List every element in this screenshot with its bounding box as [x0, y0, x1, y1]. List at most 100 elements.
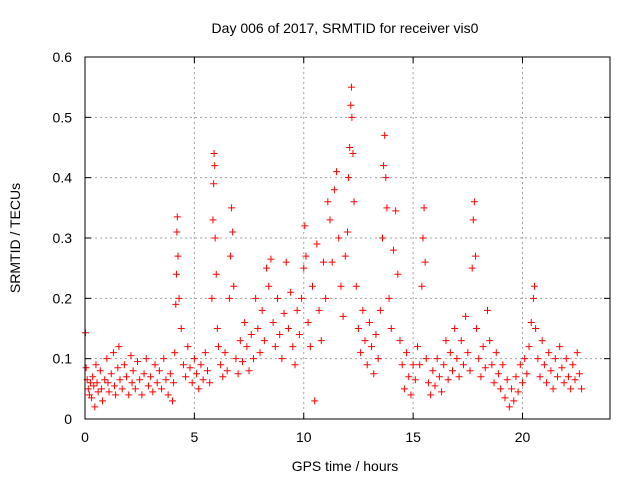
data-point	[488, 361, 496, 369]
x-tick-label: 10	[296, 429, 312, 445]
y-tick-label: 0.6	[53, 49, 73, 65]
data-point	[208, 294, 216, 302]
data-point	[96, 367, 104, 375]
data-point	[170, 379, 178, 387]
data-point	[494, 370, 502, 378]
data-point	[186, 364, 194, 372]
data-point	[241, 318, 249, 326]
data-point	[389, 246, 397, 254]
data-point	[172, 270, 180, 278]
data-point	[212, 270, 220, 278]
data-point	[284, 325, 292, 332]
data-point	[359, 306, 367, 314]
data-point	[116, 376, 124, 384]
data-point	[260, 337, 268, 345]
data-point	[347, 101, 355, 109]
data-point	[349, 150, 357, 158]
data-point	[398, 361, 406, 369]
data-point	[560, 379, 568, 387]
data-point	[347, 83, 355, 91]
data-point	[89, 373, 97, 381]
data-point	[503, 376, 511, 384]
data-point	[197, 361, 205, 369]
data-point	[365, 318, 373, 326]
data-point	[92, 361, 100, 369]
data-point	[429, 367, 437, 375]
data-point	[298, 294, 306, 302]
data-point	[173, 213, 181, 221]
data-point	[173, 228, 181, 236]
x-tick-label: 5	[190, 429, 198, 445]
data-point	[256, 349, 264, 357]
data-point	[153, 379, 161, 387]
data-point	[313, 240, 321, 248]
data-point	[529, 294, 537, 302]
data-point	[234, 370, 242, 378]
data-point	[345, 174, 353, 182]
data-point	[280, 309, 288, 317]
data-point	[512, 373, 520, 381]
data-point	[236, 337, 244, 345]
data-point	[232, 355, 240, 363]
data-point	[575, 370, 583, 378]
data-point	[497, 385, 505, 393]
data-point	[211, 162, 219, 170]
data-point	[379, 234, 386, 242]
data-point	[131, 385, 139, 393]
data-point	[396, 337, 404, 345]
data-point	[409, 361, 417, 369]
x-axis-label: GPS time / hours	[292, 458, 399, 474]
data-point	[357, 349, 365, 357]
data-point	[276, 331, 284, 339]
data-point	[562, 355, 570, 363]
data-point	[103, 355, 111, 363]
data-point	[147, 373, 155, 381]
data-point	[213, 325, 221, 332]
data-point	[514, 388, 522, 396]
data-point	[554, 373, 561, 381]
y-tick-labels: 0 0.1 0.2 0.3 0.4 0.5 0.6	[53, 49, 73, 427]
data-point	[363, 361, 371, 369]
data-point	[193, 370, 201, 378]
data-point	[473, 325, 481, 332]
data-point	[174, 252, 182, 260]
data-point	[169, 397, 176, 405]
data-point	[177, 325, 185, 332]
data-point	[547, 367, 555, 375]
data-point	[184, 343, 192, 351]
data-point	[392, 207, 400, 215]
data-point	[104, 379, 112, 387]
data-point	[274, 294, 281, 302]
data-point	[394, 270, 402, 278]
data-point	[134, 358, 141, 366]
data-point	[211, 234, 219, 242]
data-point	[551, 355, 559, 363]
data-point	[477, 373, 485, 381]
data-point	[217, 361, 225, 369]
data-point	[545, 349, 553, 357]
data-point	[346, 144, 354, 151]
data-point	[317, 337, 325, 345]
data-point	[481, 364, 489, 372]
data-point	[536, 373, 544, 381]
data-point	[468, 264, 476, 272]
chart-title: Day 006 of 2017, SRMTID for receiver vis…	[212, 20, 479, 36]
data-point	[339, 312, 347, 320]
data-point	[564, 373, 572, 381]
data-point	[348, 113, 356, 121]
data-point	[464, 349, 472, 357]
data-point	[521, 355, 529, 363]
data-point	[538, 337, 546, 345]
data-point	[516, 361, 524, 369]
data-point	[333, 168, 341, 176]
data-point	[330, 186, 338, 194]
data-point	[151, 361, 159, 369]
data-point	[532, 325, 540, 332]
data-point	[442, 337, 450, 345]
data-point	[311, 397, 319, 405]
data-point	[534, 355, 542, 363]
data-point	[457, 337, 465, 345]
data-point	[525, 343, 533, 351]
data-point	[258, 306, 266, 314]
